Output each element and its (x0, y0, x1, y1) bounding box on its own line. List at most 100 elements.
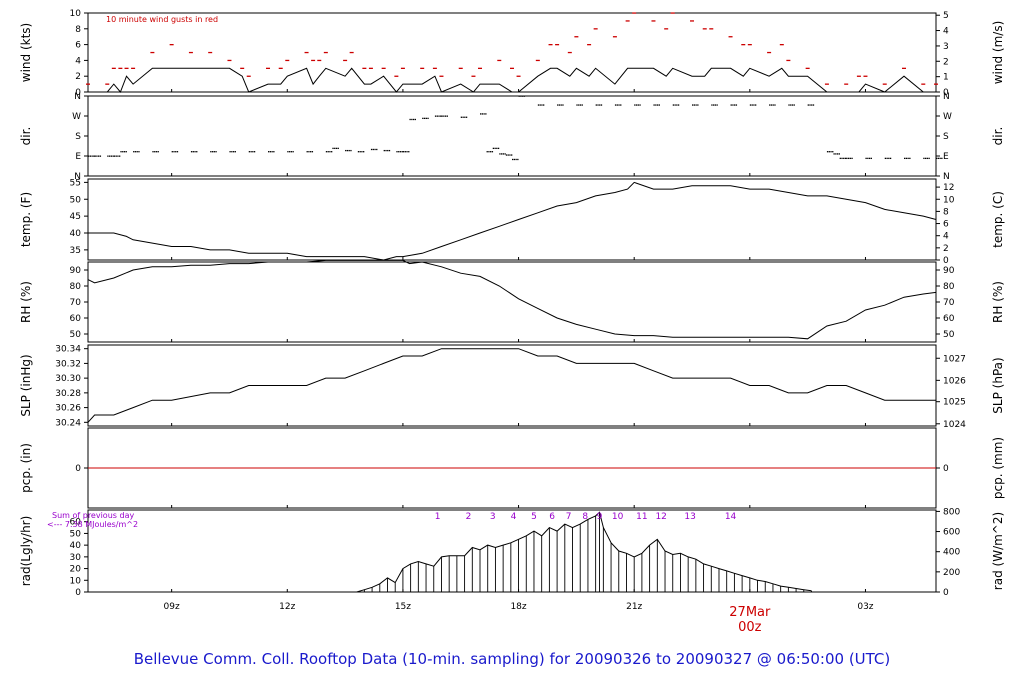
dir-point (732, 104, 734, 106)
dir-point (425, 117, 427, 120)
rad-ylabel-left: rad(Lgly/hr) (19, 516, 33, 587)
wind-gust-mark (863, 75, 868, 77)
dir-point (579, 104, 582, 106)
dir-point (359, 151, 361, 153)
dir-point (190, 151, 193, 153)
dir-left-tick-label: N (74, 172, 81, 182)
rad-right-tick-label: 800 (943, 507, 960, 517)
dir-point (672, 104, 675, 106)
dir-point (520, 95, 522, 97)
wind-gust-mark (471, 75, 476, 77)
dir-point (231, 151, 233, 153)
x-tick-label: 12z (279, 602, 295, 612)
temp-left-tick-label: 35 (70, 246, 81, 256)
temp-series-line (88, 181, 937, 261)
temp-left-tick-label: 55 (70, 178, 81, 188)
wind-gust-mark (439, 75, 444, 77)
wind-gust-mark (587, 44, 592, 46)
dir-panel-frame (87, 95, 937, 177)
rad-panel-frame (87, 509, 937, 593)
dir-point (401, 151, 403, 153)
dir-point (793, 104, 795, 106)
dir-point (110, 155, 113, 157)
dir-point (215, 151, 217, 153)
dir-point (490, 151, 492, 153)
dir-point (581, 104, 583, 106)
dir-point (96, 155, 98, 157)
rad-left-tick-label: 10 (70, 576, 82, 586)
slp-right-tick-label: 1024 (943, 420, 966, 430)
dir-point (115, 155, 117, 157)
dir-point (248, 151, 251, 153)
dir-point (404, 151, 406, 153)
x-date-label: 27Mar (729, 605, 771, 620)
dir-point (653, 104, 655, 106)
dir-point (327, 151, 329, 153)
wind-gust-mark (844, 83, 849, 85)
wind-left-tick-label: 2 (75, 72, 81, 82)
temp-right-tick-label: 10 (943, 195, 955, 205)
slp-left-tick-label: 30.24 (55, 418, 81, 428)
dir-point (791, 104, 794, 106)
wind-gust-mark (516, 75, 521, 77)
temp-right-tick-label: 4 (943, 232, 949, 242)
dir-point (537, 104, 540, 106)
wind-left-tick-label: 6 (75, 41, 81, 51)
slp-right-tick-label: 1026 (943, 376, 966, 386)
dir-point (753, 104, 755, 106)
temp-ylabel-left: temp. (F) (19, 192, 33, 247)
rad-hour-label: 6 (549, 512, 555, 522)
dir-point (634, 104, 636, 106)
dir-left-tick-label: E (75, 152, 81, 162)
dir-point (306, 151, 308, 153)
dir-point (578, 104, 580, 106)
dir-point (213, 151, 215, 153)
wind-gust-mark (246, 75, 251, 77)
dir-point (539, 104, 541, 106)
rad-hour-label: 13 (684, 512, 695, 522)
temp-panel-frame (87, 178, 937, 261)
dir-right-tick-label: N (943, 92, 950, 102)
rad-left-tick-label: 30 (70, 553, 82, 563)
dir-point (888, 157, 890, 160)
temp-left-tick-label: 50 (70, 195, 82, 205)
dir-point (658, 104, 660, 106)
wind-series-line (88, 67, 936, 93)
rad-hour-label: 3 (490, 512, 496, 522)
rad-left-tick-label: 50 (70, 529, 82, 539)
dir-point (210, 151, 212, 153)
dir-point (730, 104, 732, 106)
wind-left-tick-label: 0 (75, 88, 81, 98)
dir-point (639, 104, 641, 106)
rad-hour-label: 10 (612, 512, 624, 522)
rad-annotation-line-2: <--- 7.38 MJoules/m^2 (47, 520, 138, 529)
dir-point (513, 158, 516, 161)
dir-point (357, 151, 360, 153)
dir-point (332, 147, 334, 150)
dir-point (867, 157, 869, 160)
dir-point (157, 151, 159, 153)
dir-point (443, 115, 445, 117)
dir-point (692, 104, 694, 106)
dir-point (494, 147, 496, 150)
dir-point (830, 151, 832, 153)
dir-left-tick-label: S (75, 132, 81, 142)
x-tick-label: 09z (164, 602, 180, 612)
wind-gust-mark (208, 51, 213, 54)
dir-point (331, 151, 333, 153)
pcp-ylabel-left: pcp. (in) (19, 443, 33, 493)
dir-point (558, 104, 561, 106)
dir-point (772, 104, 774, 106)
dir-point (541, 104, 543, 106)
dir-point (616, 104, 618, 106)
dir-point (406, 151, 408, 153)
dir-point (836, 153, 839, 155)
rh-panel-frame (87, 261, 937, 343)
dir-point (693, 104, 696, 106)
dir-point (522, 95, 524, 97)
dir-point (363, 151, 365, 153)
dir-point (841, 157, 843, 160)
temp-right-tick-label: 8 (943, 207, 949, 217)
dir-point (656, 104, 659, 106)
dir-point (637, 104, 639, 106)
